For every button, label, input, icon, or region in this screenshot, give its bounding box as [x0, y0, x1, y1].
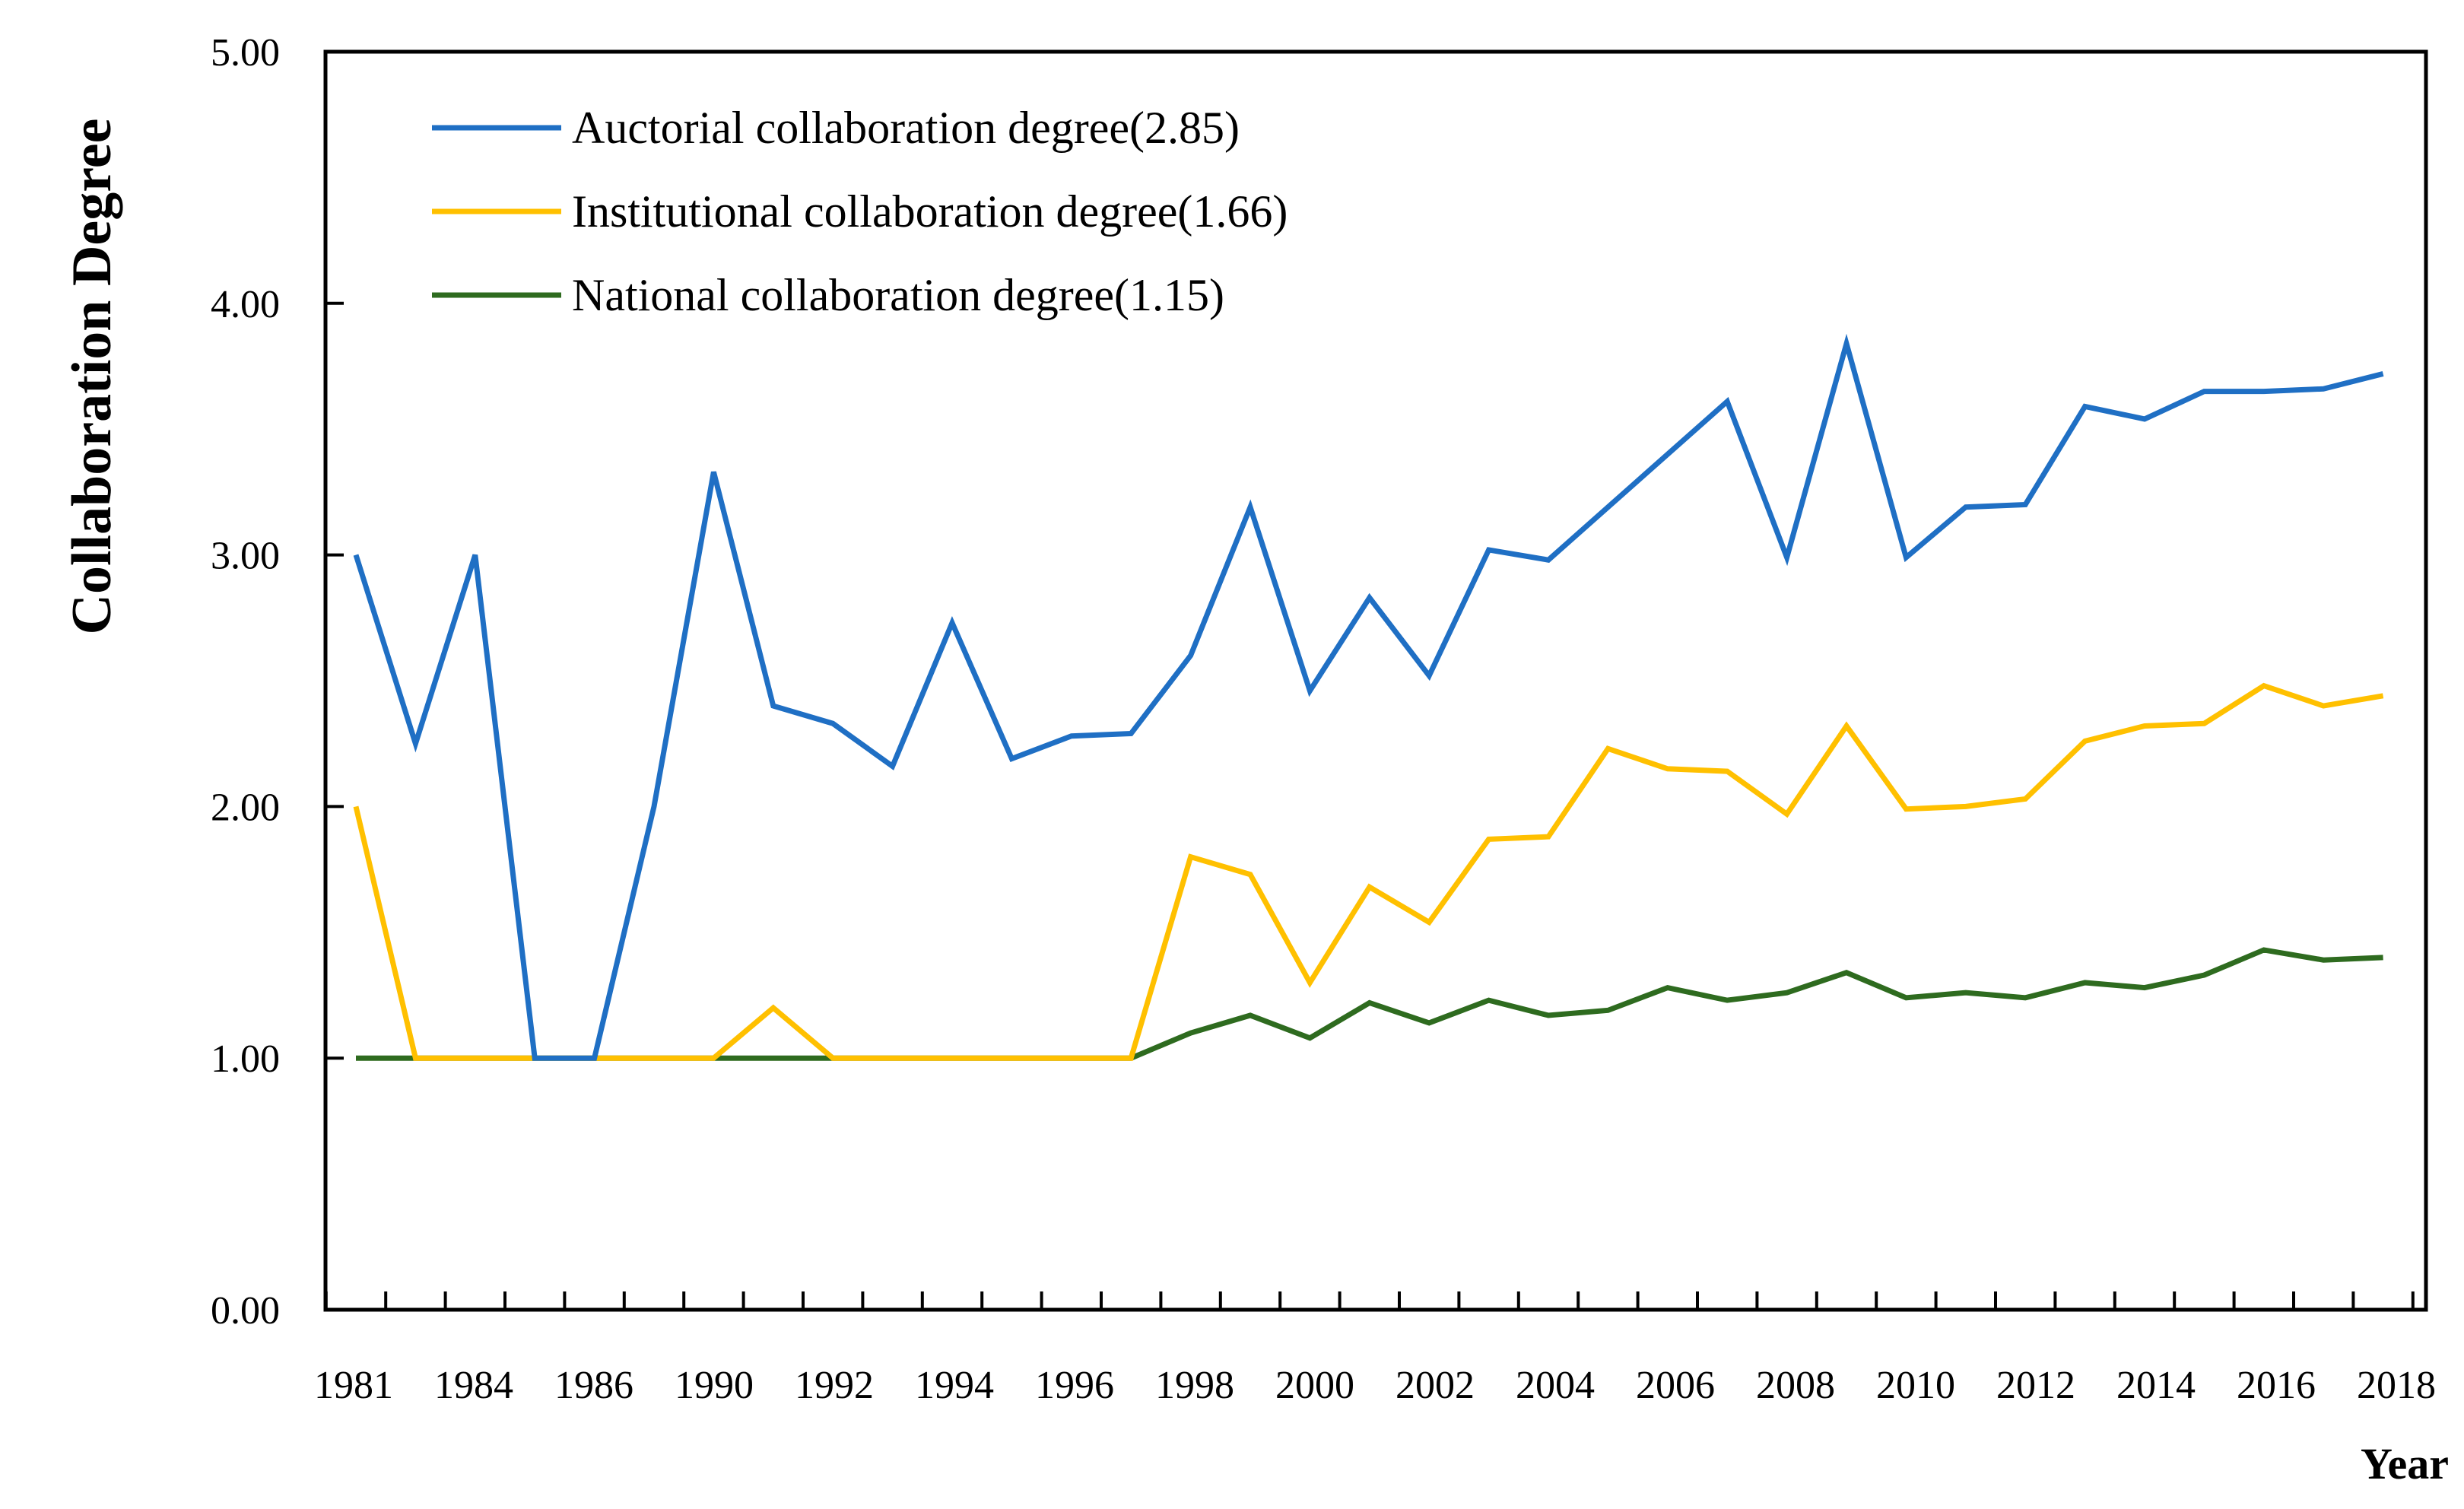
legend-label-national: National collaboration degree(1.15): [572, 270, 1224, 320]
y-axis-label: Collaboration Degree: [61, 119, 123, 635]
y-tick-label: 2.00: [211, 786, 280, 829]
series-line-national: [356, 947, 2383, 1061]
x-tick-label: 2000: [1275, 1364, 1354, 1407]
series-line-institutional: [353, 682, 2384, 1061]
x-tick-label: 1994: [915, 1364, 994, 1407]
legend-label-auctorial: Auctorial collaboration degree(2.85): [572, 103, 1240, 153]
x-tick-label: 2002: [1396, 1364, 1475, 1407]
series-layer: [353, 333, 2384, 1061]
x-tick-label: 1990: [675, 1364, 754, 1407]
y-tick-label: 3.00: [211, 535, 280, 578]
y-tick-label: 4.00: [211, 283, 280, 326]
x-tick-label: 2016: [2237, 1364, 2316, 1407]
x-tick-label: 2012: [1996, 1364, 2075, 1407]
x-axis-label: Year: [2361, 1439, 2449, 1488]
y-tick-label: 5.00: [211, 31, 280, 75]
legend: Auctorial collaboration degree(2.85) Inst…: [432, 103, 1288, 320]
x-tick-label: 1992: [795, 1364, 874, 1407]
series-line-auctorial: [353, 333, 2384, 1061]
x-tick-label: 2010: [1876, 1364, 1955, 1407]
x-tick-label: 2004: [1516, 1364, 1595, 1407]
x-tick-label: 2018: [2357, 1364, 2436, 1407]
plot-frame: [323, 49, 2428, 1312]
x-tick-label: 2008: [1756, 1364, 1835, 1407]
y-axis-ticks: 0.00 1.00 2.00 3.00 4.00 5.00: [211, 31, 344, 1333]
x-axis-ticks: 1981 1984 1986 1990 1992 1994 1996 1998 2000 2002…: [314, 1291, 2436, 1407]
x-tick-label: 2006: [1636, 1364, 1715, 1407]
x-tick-label: 1996: [1035, 1364, 1114, 1407]
y-tick-label: 1.00: [211, 1037, 280, 1081]
x-tick-label: 1986: [554, 1364, 633, 1407]
x-tick-label: 1981: [314, 1364, 393, 1407]
legend-label-institutional: Institutional collaboration degree(1.66): [572, 186, 1288, 237]
x-tick-label: 2014: [2116, 1364, 2196, 1407]
x-tick-label: 1998: [1155, 1364, 1234, 1407]
x-tick-label: 1984: [434, 1364, 513, 1407]
y-tick-label: 0.00: [211, 1289, 280, 1333]
